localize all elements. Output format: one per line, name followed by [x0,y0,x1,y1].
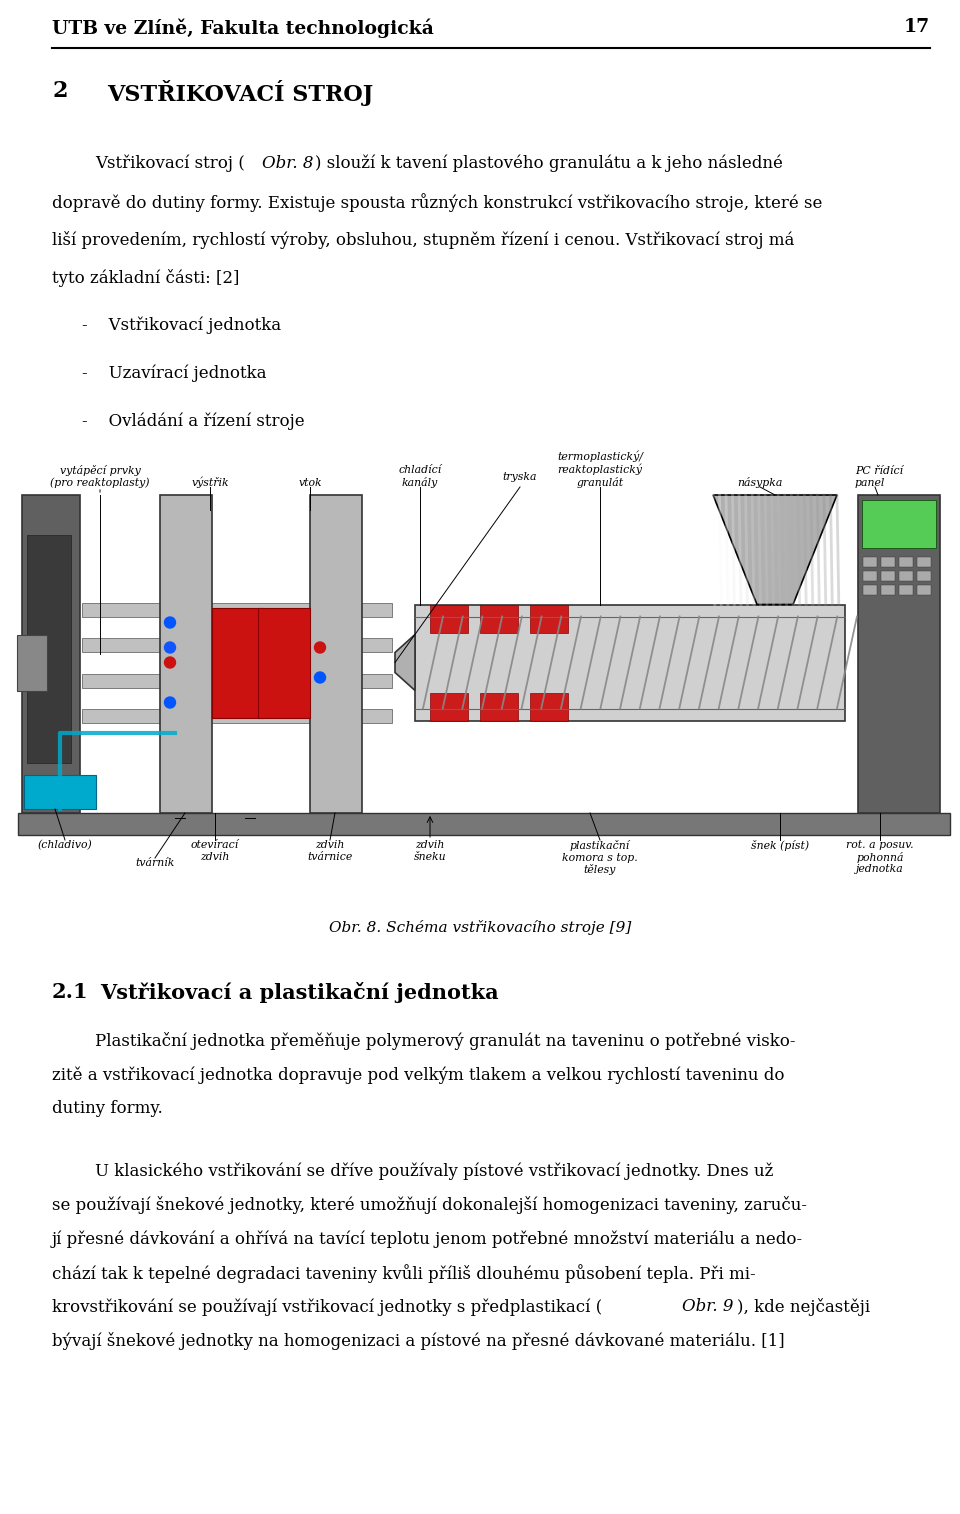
Text: liší provedením, rychlostí výroby, obsluhou, stupněm řízení i cenou. Vstřikovací: liší provedením, rychlostí výroby, obslu… [52,232,794,248]
Text: výstřik: výstřik [191,477,228,488]
Bar [858,495,940,813]
Bar [212,607,264,718]
Text: U klasického vstřikování se dříve používaly pístové vstřikovací jednotky. Dnes u: U klasického vstřikování se dříve použív… [95,1163,774,1179]
Text: chladící
kanály: chladící kanály [398,465,442,488]
Bar [881,584,895,595]
Bar [881,571,895,581]
Bar [899,557,913,568]
Bar [899,584,913,595]
Bar [530,692,568,721]
Bar [862,500,936,548]
Bar [863,557,877,568]
Polygon shape [713,495,837,604]
Text: se používají šnekové jednotky, které umožňují dokonalejší homogenizaci taveniny,: se používají šnekové jednotky, které umo… [52,1196,807,1214]
Text: Vstřikovací stroj (: Vstřikovací stroj ( [95,154,245,173]
Bar [917,571,931,581]
Text: Obr. 9: Obr. 9 [682,1297,733,1316]
Bar [27,534,71,763]
Bar [24,775,96,808]
Circle shape [164,657,176,668]
Text: tryska: tryska [503,472,538,481]
Text: Plastikační jednotka přeměňuje polymerový granulát na taveninu o potřebné visko-: Plastikační jednotka přeměňuje polymerov… [95,1033,796,1051]
Bar [160,495,212,813]
Text: zdvih
šneku: zdvih šneku [414,840,446,861]
Text: UTB ve Zlíně, Fakulta technologická: UTB ve Zlíně, Fakulta technologická [52,18,434,38]
Text: termoplastický/
reaktoplastický
granulát: termoplastický/ reaktoplastický granulát [557,450,643,488]
Text: krovstřikování se používají vstřikovací jednotky s předplastikací (: krovstřikování se používají vstřikovací … [52,1297,602,1316]
Text: otevírací
zdvih: otevírací zdvih [191,840,239,861]
Text: jí přesné dávkování a ohřívá na tavící teplotu jenom potřebné množství materiálu: jí přesné dávkování a ohřívá na tavící t… [52,1229,804,1248]
Text: vytápěcí prvky
(pro reaktoplasty): vytápěcí prvky (pro reaktoplasty) [50,465,150,488]
Text: Vstřikovací a plastikační jednotka: Vstřikovací a plastikační jednotka [100,983,498,1002]
Text: -    Ovládání a řízení stroje: - Ovládání a řízení stroje [82,413,304,430]
Text: 17: 17 [904,18,930,36]
Bar [863,571,877,581]
Bar [22,495,80,813]
Bar [82,674,392,687]
Text: 2: 2 [52,80,67,101]
Text: šnek (píst): šnek (píst) [751,840,809,851]
Bar [310,495,362,813]
Text: -    Vstřikovací jednotka: - Vstřikovací jednotka [82,316,281,335]
Bar [480,604,518,633]
Bar [18,813,950,836]
Text: ), kde nejčastěji: ), kde nejčastěji [737,1297,870,1316]
Text: Obr. 8: Obr. 8 [262,154,314,173]
Text: rot. a posuv.
pohonná
jednotka: rot. a posuv. pohonná jednotka [846,840,914,875]
Bar [258,607,310,718]
Bar [899,571,913,581]
Bar [17,634,47,690]
Bar [917,584,931,595]
Bar [863,584,877,595]
Text: 2.1: 2.1 [52,983,88,1002]
Polygon shape [395,634,415,690]
Bar [82,637,392,651]
Text: Obr. 8. Schéma vstřikovacího stroje [9]: Obr. 8. Schéma vstřikovacího stroje [9] [329,921,631,936]
Text: zdvih
tvárnice: zdvih tvárnice [307,840,352,861]
Text: vtok: vtok [299,478,322,488]
Text: -    Uzavírací jednotka: - Uzavírací jednotka [82,365,267,383]
Circle shape [164,618,176,628]
Bar [881,557,895,568]
Text: dopravě do dutiny formy. Existuje spousta různých konstrukcí vstřikovacího stroj: dopravě do dutiny formy. Existuje spoust… [52,192,823,212]
Bar [415,604,845,721]
Bar [917,557,931,568]
Text: násypka: násypka [737,477,782,488]
Text: ) slouží k tavení plastového granulátu a k jeho následné: ) slouží k tavení plastového granulátu a… [315,154,782,173]
Circle shape [164,696,176,709]
Bar [430,604,468,633]
Text: tyto základní části: [2]: tyto základní části: [2] [52,269,239,288]
Text: chází tak k tepelné degradaci taveniny kvůli příliš dlouhému působení tepla. Při: chází tak k tepelné degradaci taveniny k… [52,1264,756,1282]
Text: VSTŘIKOVACÍ STROJ: VSTŘIKOVACÍ STROJ [107,80,373,106]
Bar [480,692,518,721]
Text: dutiny formy.: dutiny formy. [52,1101,163,1117]
Bar [82,603,392,616]
Bar [430,692,468,721]
Circle shape [164,642,176,653]
Circle shape [315,672,325,683]
Text: bývají šnekové jednotky na homogenizaci a pístové na přesné dávkované materiálu.: bývají šnekové jednotky na homogenizaci … [52,1332,784,1350]
Text: (chladivo): (chladivo) [37,840,92,851]
Text: plastikační
komora s top.
tělesy: plastikační komora s top. tělesy [563,840,637,875]
Text: PC řídící
panel: PC řídící panel [855,466,903,488]
Circle shape [315,642,325,653]
Text: zitě a vstřikovací jednotka dopravuje pod velkým tlakem a velkou rychlostí taven: zitě a vstřikovací jednotka dopravuje po… [52,1066,784,1084]
Bar [530,604,568,633]
Text: tvárník: tvárník [135,858,175,868]
Bar [82,709,392,722]
